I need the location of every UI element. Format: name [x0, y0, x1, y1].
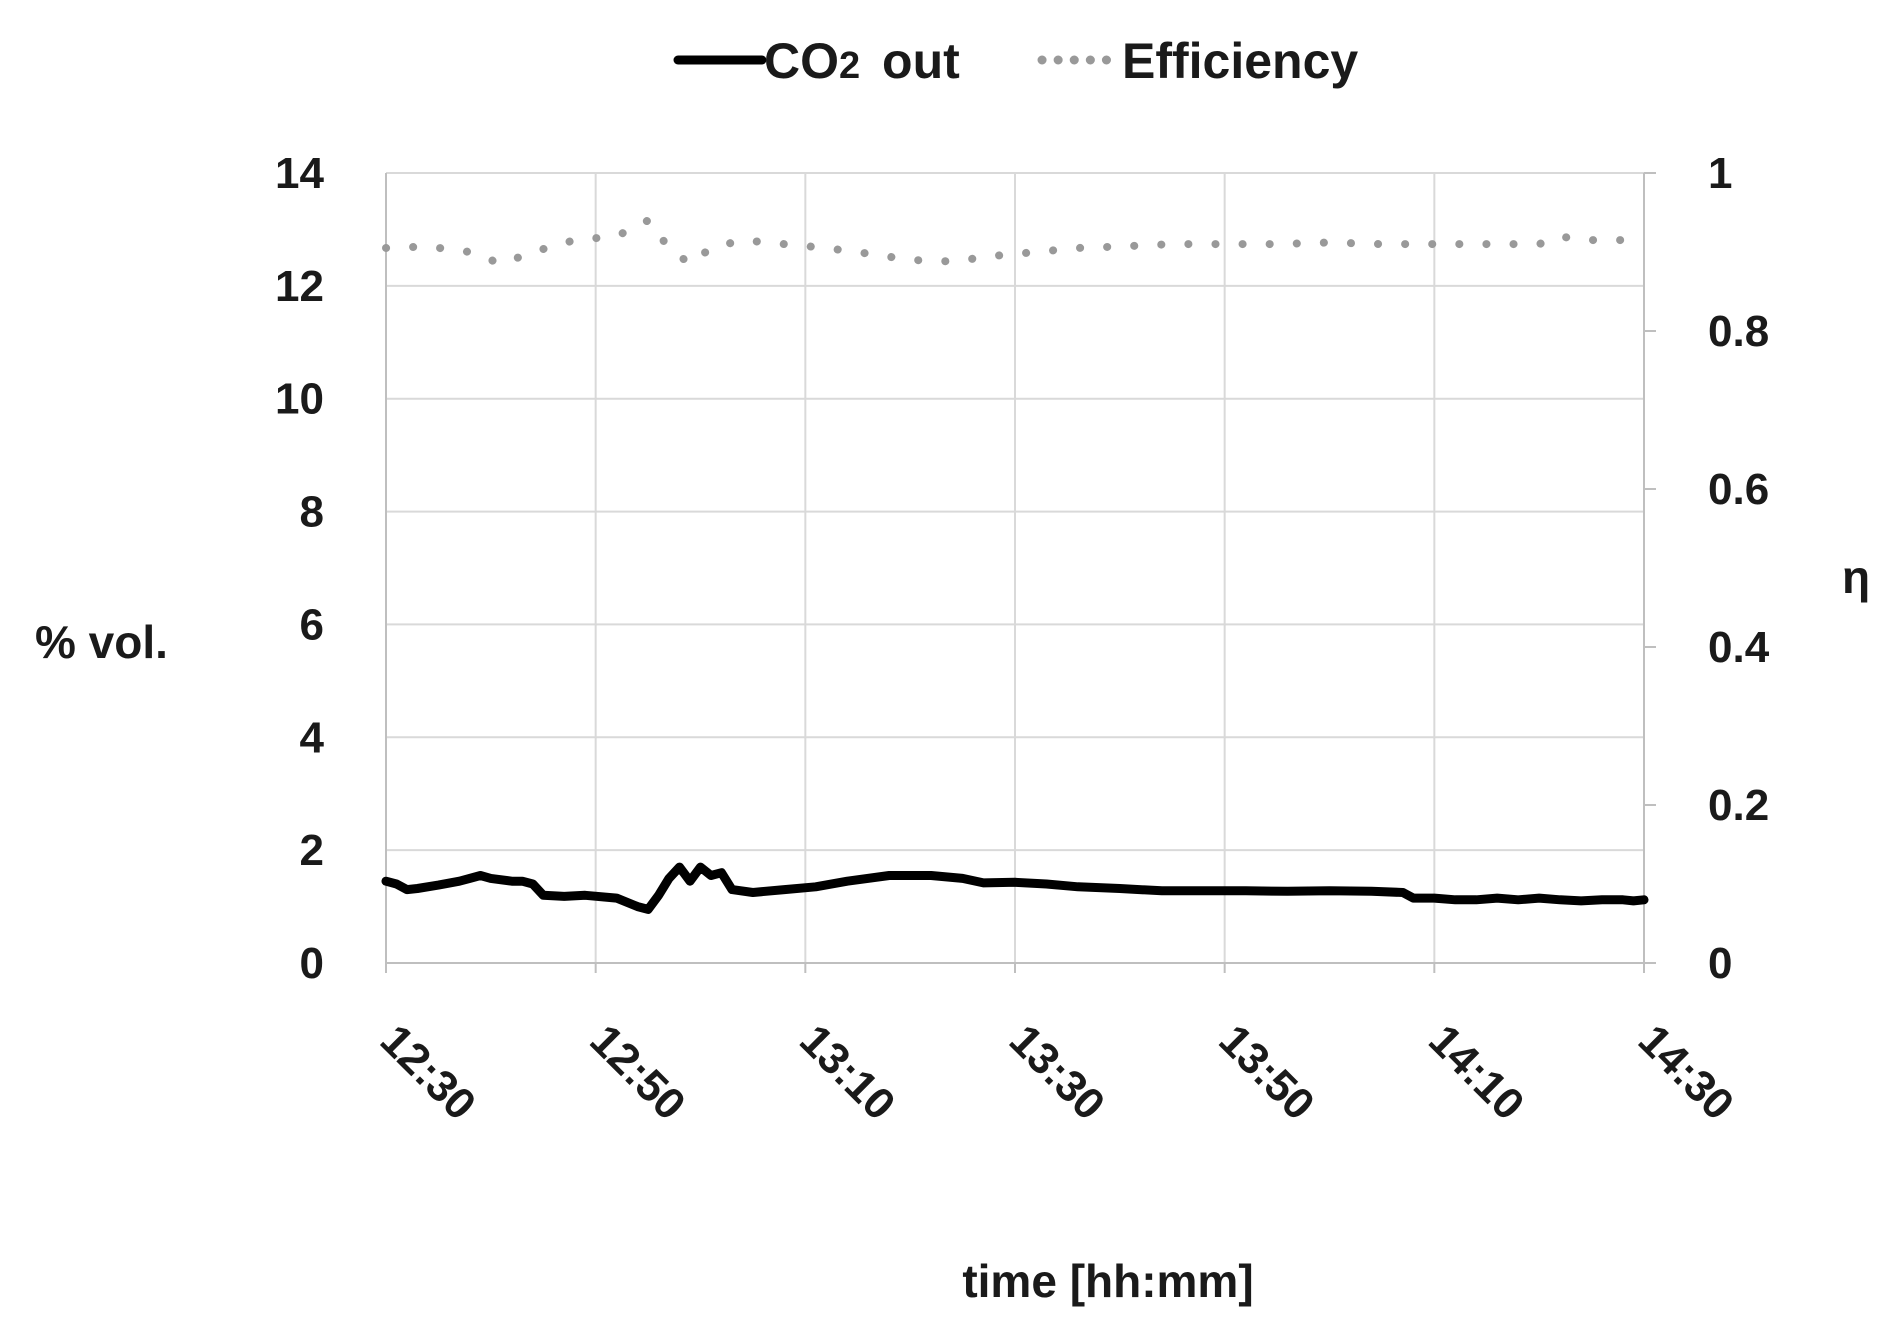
series-group: [381, 216, 1649, 914]
axes: [385, 172, 1656, 973]
x-tick-label: 13:10: [790, 1015, 904, 1129]
y-right-tick-label: 0: [1708, 939, 1732, 988]
right-axis-ticks: 0 0.2 0.4 0.6 0.8 1: [1708, 149, 1770, 988]
x-axis-ticks: 12:30 12:50 13:10 13:30 13:50 14:10 14:30: [371, 1015, 1743, 1129]
legend-co2-subscript: 2: [839, 45, 860, 87]
x-tick-label: 14:10: [1419, 1015, 1533, 1129]
legend: CO2 out Efficiency: [673, 33, 1358, 89]
y-left-tick-label: 10: [275, 375, 324, 424]
x-tick-label: 12:50: [581, 1015, 695, 1129]
legend-efficiency-label: Efficiency: [1122, 33, 1358, 89]
y-right-tick-label: 0.4: [1708, 623, 1770, 672]
y-left-tick-label: 0: [300, 939, 324, 988]
co2-out-line: [381, 862, 1649, 914]
y-axis-right-title: η: [1842, 551, 1870, 603]
legend-co2-label: CO2 out: [764, 33, 960, 89]
y-left-tick-label: 12: [275, 262, 324, 311]
y-right-tick-label: 0.6: [1708, 465, 1769, 514]
y-left-tick-label: 2: [300, 826, 324, 875]
y-right-tick-label: 0.8: [1708, 307, 1769, 356]
y-right-tick-label: 1: [1708, 149, 1732, 198]
y-axis-left-title: % vol.: [35, 616, 168, 668]
x-tick-label: 12:30: [371, 1015, 485, 1129]
gridlines: [386, 172, 1645, 963]
x-tick-label: 13:30: [1000, 1015, 1114, 1129]
y-left-tick-label: 6: [300, 600, 324, 649]
y-left-tick-label: 14: [275, 149, 324, 198]
y-right-tick-label: 0.2: [1708, 781, 1769, 830]
x-axis-title: time [hh:mm]: [962, 1255, 1253, 1307]
x-tick-label: 13:50: [1210, 1015, 1324, 1129]
left-axis-ticks: 0 2 4 6 8 10 12 14: [275, 149, 324, 988]
y-left-tick-label: 4: [300, 713, 325, 762]
y-left-tick-label: 8: [300, 488, 324, 537]
x-tick-label: 14:30: [1629, 1015, 1743, 1129]
